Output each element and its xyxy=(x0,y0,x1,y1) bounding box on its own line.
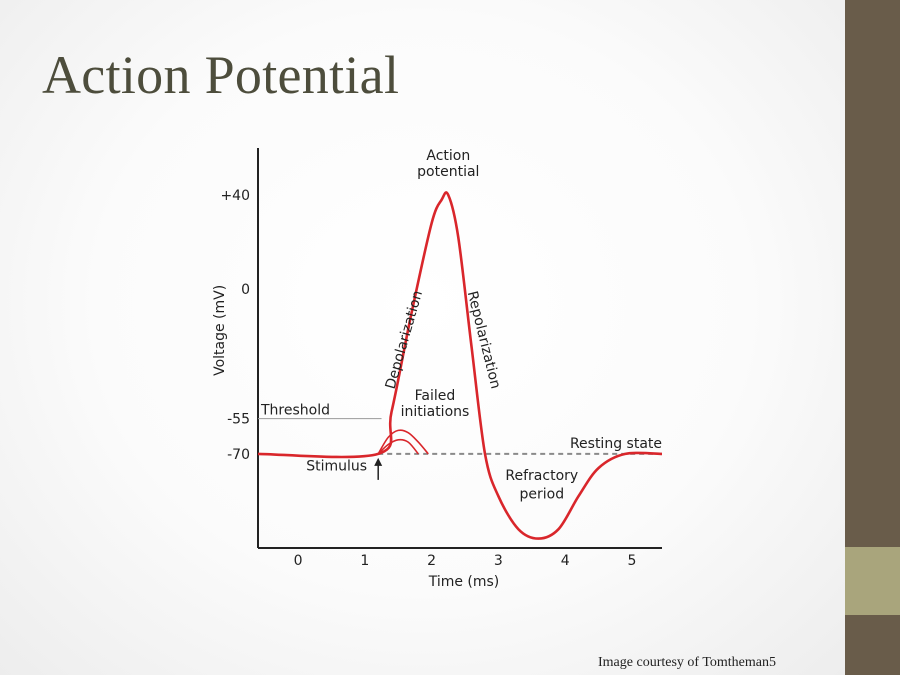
annotation-label: Failed xyxy=(415,388,456,404)
y-tick-label: -55 xyxy=(227,412,250,428)
failed-initiation-curve xyxy=(377,429,429,455)
y-tick-label: -70 xyxy=(227,447,250,463)
x-tick-label: 4 xyxy=(561,553,570,569)
chart-plot-area: Threshold Resting state +40 0 -55 -70 0 1 2 3 4 5 Ti… xyxy=(212,148,663,590)
x-axis-label: Time (ms) xyxy=(428,574,500,590)
annotation-label: Action xyxy=(426,148,470,164)
y-axis-label: Voltage (mV) xyxy=(212,285,228,376)
annotation-label: period xyxy=(519,487,564,503)
slide-title: Action Potential xyxy=(42,45,400,105)
annotation-label: Stimulus xyxy=(306,458,367,474)
annotation-label: potential xyxy=(417,164,479,180)
annotation-label: Refractory xyxy=(505,468,578,484)
x-tick-label: 3 xyxy=(494,553,503,569)
y-tick-label: 0 xyxy=(241,282,250,298)
image-credit: Image courtesy of Tomtheman5 xyxy=(598,655,776,670)
threshold-label: Threshold xyxy=(260,403,330,419)
x-tick-label: 2 xyxy=(427,553,436,569)
resting-state-label: Resting state xyxy=(570,436,662,452)
x-tick-label: 0 xyxy=(294,553,303,569)
x-tick-label: 1 xyxy=(360,553,369,569)
x-tick-label: 5 xyxy=(627,553,636,569)
action-potential-chart: Threshold Resting state +40 0 -55 -70 0 1 2 3 4 5 Ti… xyxy=(212,148,663,590)
y-tick-label: +40 xyxy=(220,188,250,204)
action-potential-curve xyxy=(257,191,663,540)
annotation-label: initiations xyxy=(401,404,470,420)
failed-initiation-curve xyxy=(377,438,419,455)
side-decor-accent xyxy=(845,547,900,615)
stimulus-arrow-head xyxy=(374,457,383,466)
slide-background xyxy=(0,0,845,675)
annotation-label: Depolarization xyxy=(383,289,426,391)
